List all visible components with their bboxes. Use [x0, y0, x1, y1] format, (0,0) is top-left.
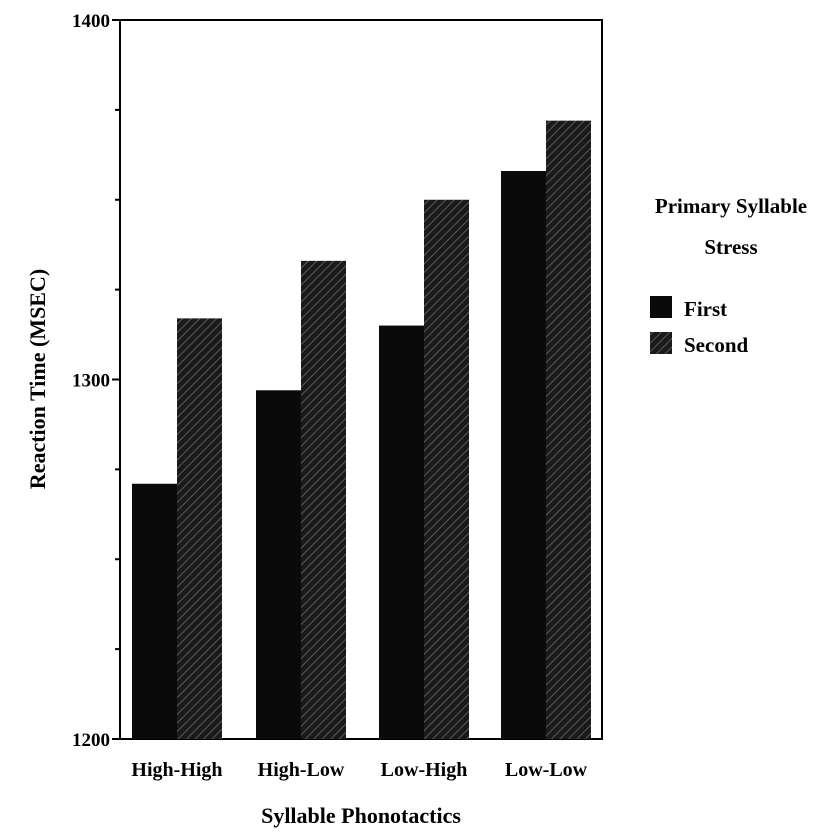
x-tick-label: Low-High [381, 759, 468, 781]
y-tick-label: 1200 [72, 730, 110, 751]
bar-first-low-high [379, 325, 424, 739]
bars-group [132, 120, 591, 740]
legend-label-second: Second [684, 333, 749, 357]
x-tick-label: Low-Low [505, 759, 588, 781]
bar-first-high-high [132, 483, 177, 739]
legend-swatch-second [650, 332, 672, 354]
y-tick-label: 1300 [72, 371, 110, 392]
legend: Primary Syllable Stress First Second [650, 194, 807, 357]
legend-swatch-first [650, 296, 672, 318]
legend-title-line1: Primary Syllable [655, 194, 807, 218]
bar-first-high-low [256, 390, 301, 739]
y-axis: 1200 1300 1400 [72, 11, 120, 751]
y-axis-label: Reaction Time (MSEC) [25, 269, 50, 489]
bar-first-low-low [501, 170, 546, 740]
x-axis-label: Syllable Phonotactics [261, 803, 461, 828]
legend-title-line2: Stress [704, 235, 757, 259]
bar-second-high-low [301, 260, 346, 739]
bar-second-high-high [177, 318, 222, 739]
x-axis: High-High High-Low Low-High Low-Low [131, 759, 587, 781]
bar-second-low-low [546, 120, 591, 739]
bar-second-low-high [424, 199, 469, 739]
y-tick-label: 1400 [72, 11, 110, 32]
x-tick-label: High-Low [258, 759, 345, 781]
legend-label-first: First [684, 297, 727, 321]
x-tick-label: High-High [131, 759, 222, 781]
